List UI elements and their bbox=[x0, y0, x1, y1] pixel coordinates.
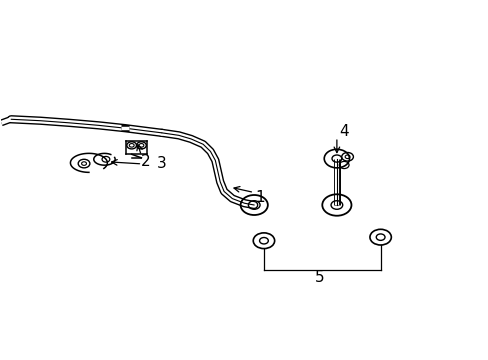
Text: 1: 1 bbox=[255, 190, 265, 205]
Text: 3: 3 bbox=[157, 156, 166, 171]
Text: 5: 5 bbox=[314, 270, 324, 285]
Text: 4: 4 bbox=[339, 124, 348, 139]
Text: 2: 2 bbox=[140, 154, 150, 169]
